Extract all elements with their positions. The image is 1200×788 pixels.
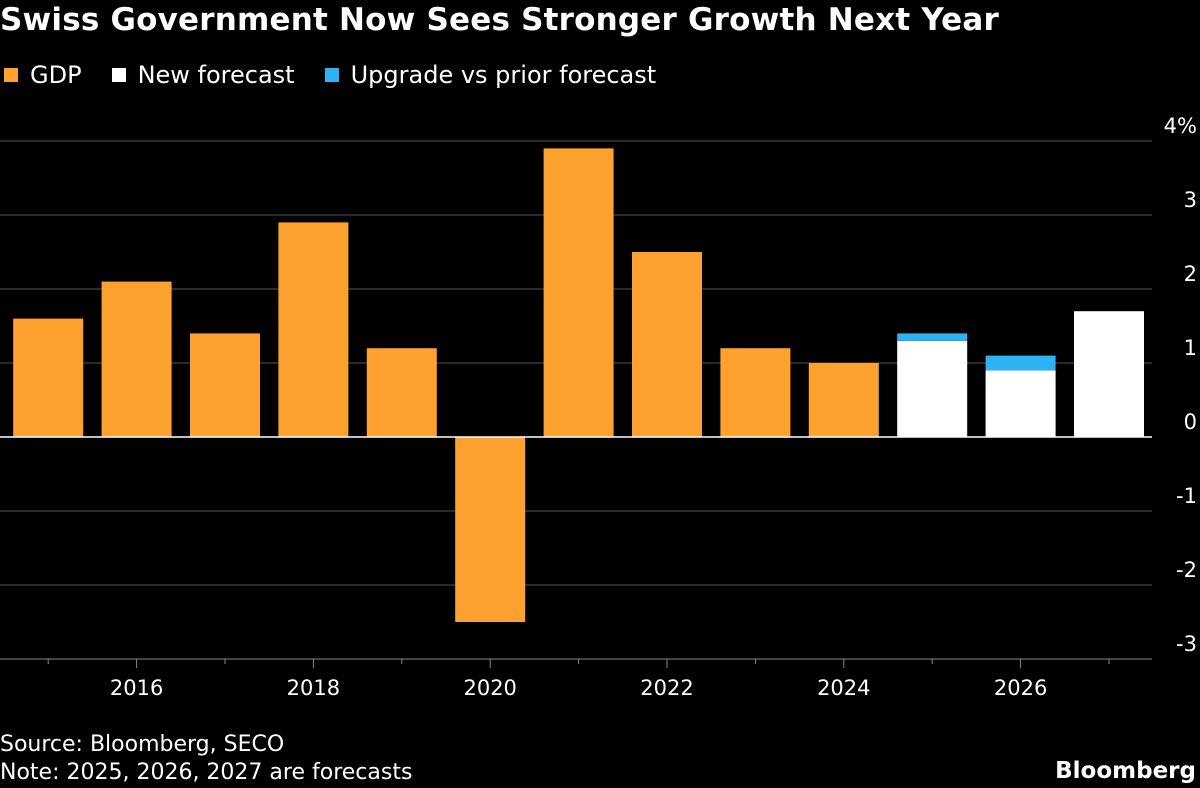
bar-gdp-2021: [543, 148, 614, 437]
bar-gdp-2020: [455, 437, 526, 622]
y-tick-label: 4%: [1164, 114, 1197, 138]
forecast-note: Note: 2025, 2026, 2027 are forecasts: [0, 760, 413, 785]
x-tick-label: 2020: [463, 676, 516, 700]
bar-gdp-2015: [13, 318, 84, 437]
y-tick-label: 2: [1184, 262, 1197, 286]
axes: 4% 3 2 1 0 -1 -2 -3 2016 2018 2020 2022 2024 2026: [0, 114, 1197, 700]
bar-gdp-2019: [366, 348, 437, 437]
source-note: Source: Bloomberg, SECO: [0, 732, 285, 757]
bar-gdp-2024: [808, 363, 879, 437]
x-tick-label: 2018: [287, 676, 340, 700]
bar-upgrade-2026: [985, 355, 1056, 371]
y-tick-label: -3: [1176, 632, 1197, 656]
bloomberg-logo: Bloomberg: [1055, 758, 1196, 784]
x-tick-label: 2026: [994, 676, 1047, 700]
legend-swatch-upgrade: [324, 68, 339, 82]
y-tick-label: -1: [1176, 484, 1197, 508]
bar-gdp-2022: [632, 252, 702, 437]
bar-new-forecast-2025: [897, 340, 968, 437]
y-tick-label: 0: [1184, 410, 1197, 434]
legend-label-gdp: GDP: [30, 61, 82, 89]
legend-label-new-forecast: New forecast: [137, 61, 295, 89]
bar-gdp-2018: [278, 222, 349, 437]
bar-gdp-2017: [190, 333, 260, 437]
chart-legend: GDP New forecast Upgrade vs prior foreca…: [0, 60, 682, 90]
y-tick-label: 1: [1184, 336, 1197, 360]
bars: [13, 148, 1144, 622]
x-tick-label: 2022: [640, 676, 693, 700]
legend-item-upgrade: Upgrade vs prior forecast: [321, 61, 657, 89]
x-tick-label: 2024: [817, 676, 870, 700]
legend-item-gdp: GDP: [0, 61, 82, 89]
bar-chart: 4% 3 2 1 0 -1 -2 -3 2016 2018 2020 2022 2024 2026: [0, 114, 1197, 700]
bar-new-forecast-2026: [985, 370, 1056, 437]
chart-title: Swiss Government Now Sees Stronger Growt…: [0, 2, 999, 38]
bar-upgrade-2025: [897, 333, 968, 341]
legend-item-new-forecast: New forecast: [108, 61, 295, 89]
bar-gdp-2023: [720, 348, 791, 437]
x-tick-label: 2016: [110, 676, 163, 700]
legend-swatch-gdp: [4, 68, 18, 82]
legend-swatch-new-forecast: [111, 68, 126, 82]
bar-new-forecast-2027: [1074, 311, 1144, 437]
bar-gdp-2016: [101, 281, 172, 437]
y-tick-label: 3: [1184, 188, 1197, 212]
y-tick-label: -2: [1176, 558, 1197, 582]
legend-label-upgrade: Upgrade vs prior forecast: [350, 61, 657, 89]
